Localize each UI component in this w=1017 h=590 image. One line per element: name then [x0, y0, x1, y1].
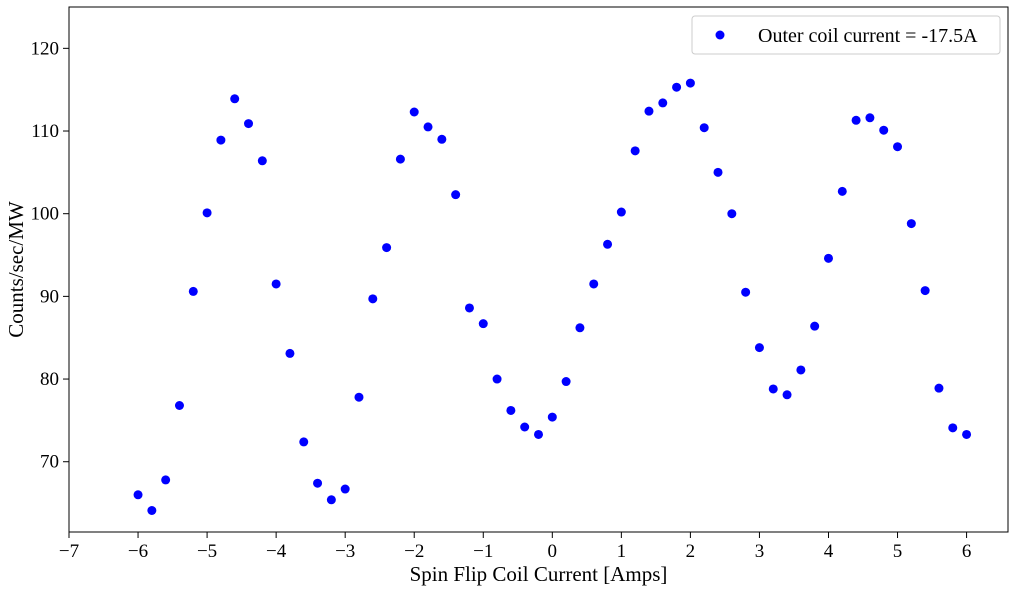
- data-point: [547, 412, 557, 422]
- y-tick-label: 80: [40, 369, 59, 390]
- data-point: [934, 383, 944, 393]
- data-point: [506, 405, 516, 415]
- data-point: [920, 286, 930, 296]
- data-point: [837, 186, 847, 196]
- x-tick-label: −3: [335, 541, 355, 562]
- data-point: [285, 348, 295, 358]
- data-point: [713, 167, 723, 177]
- y-axis-label: Counts/sec/MW: [4, 201, 28, 338]
- x-tick-label: −1: [473, 541, 493, 562]
- data-point: [244, 119, 254, 129]
- data-point: [962, 429, 972, 439]
- y-axis: 70 80 90 100 110 120: [31, 38, 69, 473]
- x-tick-label: −2: [404, 541, 424, 562]
- x-tick-label: 0: [548, 541, 558, 562]
- data-point: [603, 239, 613, 249]
- y-tick-label: 100: [31, 204, 60, 225]
- data-point: [437, 134, 447, 144]
- data-point: [409, 107, 419, 117]
- plot-area-frame: [68, 6, 1009, 533]
- y-tick-label: 70: [40, 452, 59, 473]
- data-point: [395, 154, 405, 164]
- data-point: [906, 219, 916, 229]
- data-point: [741, 287, 751, 297]
- data-point: [257, 156, 267, 166]
- x-tick-label: −7: [59, 541, 79, 562]
- data-point: [368, 294, 378, 304]
- x-tick-label: 5: [893, 541, 903, 562]
- x-tick-label: −6: [128, 541, 148, 562]
- data-point: [616, 207, 626, 217]
- data-point: [879, 125, 889, 135]
- data-point: [810, 321, 820, 331]
- data-point: [202, 208, 212, 218]
- data-point: [147, 506, 157, 516]
- data-point: [161, 475, 171, 485]
- data-point: [672, 82, 682, 92]
- x-tick-label: 2: [686, 541, 696, 562]
- y-tick-label: 90: [40, 286, 59, 307]
- legend-marker: [715, 30, 725, 40]
- data-point: [188, 286, 198, 296]
- data-point: [354, 392, 364, 402]
- x-axis: −7 −6 −5 −4 −3 −2 −1 0 1 2 3 4 5 6: [59, 532, 971, 562]
- x-tick-label: −5: [197, 541, 217, 562]
- data-point: [823, 253, 833, 263]
- data-points: [133, 78, 972, 516]
- data-point: [382, 243, 392, 253]
- data-point: [561, 377, 571, 387]
- x-tick-label: 3: [755, 541, 765, 562]
- data-point: [685, 78, 695, 88]
- data-point: [865, 113, 875, 123]
- data-point: [478, 319, 488, 329]
- data-point: [133, 490, 143, 500]
- data-point: [699, 123, 709, 133]
- y-tick-label: 120: [31, 38, 60, 59]
- data-point: [451, 190, 461, 200]
- data-point: [492, 374, 502, 384]
- x-tick-label: 4: [824, 541, 834, 562]
- data-point: [174, 401, 184, 411]
- data-point: [271, 279, 281, 289]
- data-point: [534, 429, 543, 439]
- x-tick-label: −4: [266, 541, 287, 562]
- legend-label: Outer coil current = -17.5A: [758, 25, 978, 47]
- x-axis-label: Spin Flip Coil Current [Amps]: [410, 562, 668, 586]
- data-point: [326, 495, 336, 505]
- y-tick-label: 110: [31, 121, 59, 142]
- data-point: [768, 384, 778, 394]
- data-point: [754, 343, 764, 353]
- data-point: [340, 484, 350, 494]
- data-point: [782, 390, 792, 400]
- data-point: [644, 106, 654, 116]
- data-point: [658, 98, 668, 108]
- data-point: [796, 365, 806, 375]
- data-point: [216, 135, 226, 145]
- legend: Outer coil current = -17.5A: [691, 15, 1001, 55]
- data-point: [948, 423, 958, 433]
- data-point: [727, 209, 737, 219]
- legend-box: [691, 15, 1001, 55]
- data-point: [589, 279, 599, 289]
- data-point: [893, 142, 903, 152]
- x-tick-label: 6: [962, 541, 972, 562]
- x-tick-label: 1: [617, 541, 627, 562]
- data-point: [851, 115, 861, 125]
- data-point: [630, 146, 640, 156]
- data-point: [464, 303, 474, 313]
- data-point: [299, 437, 309, 447]
- data-point: [230, 94, 240, 104]
- data-point: [423, 122, 433, 132]
- data-point: [575, 323, 585, 333]
- data-point: [313, 478, 323, 488]
- data-point: [520, 422, 530, 432]
